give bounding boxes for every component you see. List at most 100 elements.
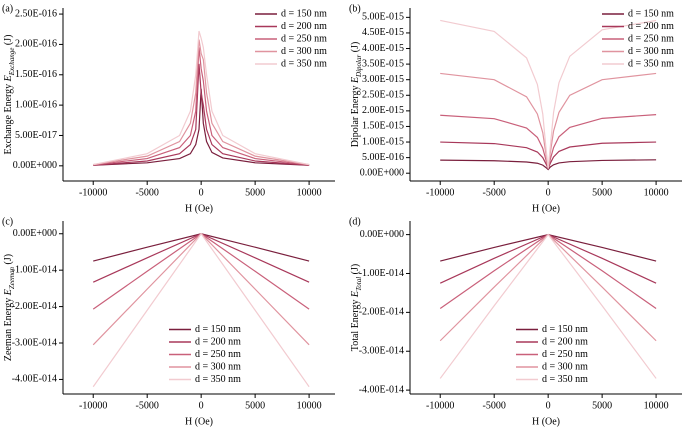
- series-line: [93, 233, 310, 262]
- y-axis-title-sub: Dipolar: [355, 54, 363, 77]
- legend-label: d = 250 nm: [195, 349, 241, 360]
- y-tick-label: 2.50E-015: [362, 90, 404, 101]
- series-line: [440, 233, 657, 262]
- y-tick-label: -1.00E-014: [12, 264, 57, 275]
- y-tick-label: 0.00E+000: [360, 168, 404, 179]
- legend-label: d = 250 nm: [281, 33, 327, 44]
- legend-label: d = 200 nm: [542, 336, 588, 347]
- y-tick-label: 0.00E+000: [360, 229, 404, 240]
- x-tick-label: 10000: [297, 187, 322, 198]
- series-line: [439, 233, 657, 284]
- y-tick-label: 0.00E+000: [13, 160, 57, 171]
- x-tick-label: -10000: [426, 187, 454, 198]
- series-line: [93, 30, 310, 166]
- panel: (c)0.00E+000 -1.00E-014 -2.00E-014 -3.00E-0…: [2, 216, 335, 427]
- y-axis-title-sub: Zeeman: [8, 266, 16, 289]
- panel-label: (b): [349, 3, 361, 14]
- legend-label: d = 200 nm: [628, 21, 674, 32]
- panel-label: (d): [349, 216, 361, 227]
- y-axis-title-text: Zeeman Energy: [3, 295, 14, 361]
- y-tick-label: -2.00E-014: [12, 301, 57, 312]
- y-axis-title-symbol: E: [350, 77, 361, 84]
- y-tick-label: 2.50E-016: [15, 8, 57, 19]
- y-axis-title-unit: (J): [350, 264, 361, 277]
- panel: (a) 0.00E+000 5.00E-017 1.00E-016 1.50E-016 2…: [2, 3, 335, 214]
- series-line: [439, 233, 657, 309]
- x-tick-label: 5000: [592, 187, 612, 198]
- y-axis-title-unit: (J): [350, 42, 361, 55]
- x-axis-title: H (Oe): [532, 416, 560, 427]
- legend-label: d = 350 nm: [195, 374, 241, 385]
- legend-label: d = 200 nm: [281, 21, 327, 32]
- y-tick-label: 5.00E-016: [362, 152, 404, 163]
- y-axis-title: Total Energy ETotal (J): [350, 264, 362, 351]
- y-axis-title: Zeeman Energy EZeeman (J): [3, 254, 15, 361]
- panel-label: (a): [2, 3, 13, 14]
- series-line: [93, 63, 310, 166]
- legend-label: d = 350 nm: [281, 58, 327, 69]
- legend-label: d = 300 nm: [542, 361, 588, 372]
- legend-label: d = 300 nm: [281, 46, 327, 57]
- y-tick-label: -3.00E-014: [12, 337, 57, 348]
- y-axis-title-symbol: E: [3, 75, 14, 82]
- y-tick-label: 4.00E-015: [362, 43, 404, 54]
- y-tick-label: 2.00E-016: [15, 39, 57, 50]
- y-tick-label: -4.00E-014: [12, 374, 57, 385]
- y-tick-label: -2.00E-014: [359, 307, 404, 318]
- x-tick-label: 10000: [644, 400, 669, 411]
- legend-label: d = 150 nm: [542, 324, 588, 335]
- y-axis-title-sub: Exchange: [8, 48, 16, 77]
- legend-label: d = 350 nm: [542, 374, 588, 385]
- y-tick-label: -3.00E-014: [359, 346, 404, 357]
- y-tick-label: 3.50E-015: [362, 58, 404, 69]
- x-axis-title: H (Oe): [185, 416, 213, 427]
- x-tick-label: 0: [546, 400, 551, 411]
- x-tick-label: 10000: [297, 400, 322, 411]
- x-tick-label: -5000: [483, 400, 506, 411]
- series-line: [93, 39, 310, 166]
- x-tick-label: -5000: [483, 187, 506, 198]
- series-line: [440, 19, 657, 169]
- y-axis-title-text: Exchange Energy: [3, 81, 14, 154]
- y-tick-label: 1.00E-015: [362, 136, 404, 147]
- legend-label: d = 350 nm: [628, 58, 674, 69]
- legend-label: d = 150 nm: [195, 324, 241, 335]
- legend-label: d = 200 nm: [195, 336, 241, 347]
- y-tick-label: 4.50E-015: [362, 27, 404, 38]
- x-axis-title: H (Oe): [532, 203, 560, 214]
- x-tick-label: -10000: [79, 187, 107, 198]
- y-tick-label: 5.00E-017: [15, 130, 57, 141]
- series-line: [440, 72, 657, 169]
- y-axis-title-text: Dipolar Energy: [350, 83, 361, 147]
- x-tick-label: 10000: [644, 187, 669, 198]
- y-tick-label: 1.50E-015: [362, 121, 404, 132]
- series-line: [439, 233, 657, 379]
- legend-label: d = 250 nm: [542, 349, 588, 360]
- x-tick-label: -10000: [79, 400, 107, 411]
- legend-label: d = 150 nm: [281, 8, 327, 19]
- series-line: [92, 232, 310, 388]
- y-axis-title-sub: Total: [355, 277, 363, 291]
- series-line: [93, 47, 310, 166]
- series-line: [92, 233, 310, 310]
- legend-label: d = 150 nm: [628, 8, 674, 19]
- x-tick-label: 0: [199, 400, 204, 411]
- y-tick-label: 1.00E-016: [15, 99, 57, 110]
- y-axis-title-unit: (J): [3, 35, 14, 48]
- series-line: [92, 233, 310, 283]
- series-line: [93, 88, 310, 166]
- x-tick-label: -5000: [136, 400, 159, 411]
- x-tick-label: -5000: [136, 187, 159, 198]
- x-tick-label: 5000: [592, 400, 612, 411]
- y-tick-label: -4.00E-014: [359, 384, 404, 395]
- panel: (d) 0.00E+000 -1.00E-014 -2.00E-014 -3.00E-0…: [349, 216, 682, 427]
- y-axis-title-symbol: E: [350, 291, 361, 298]
- x-tick-label: -10000: [426, 400, 454, 411]
- legend-label: d = 300 nm: [628, 46, 674, 57]
- legend-label: d = 250 nm: [628, 33, 674, 44]
- y-tick-label: 3.00E-015: [362, 74, 404, 85]
- y-tick-label: 1.50E-016: [15, 69, 57, 80]
- y-tick-label: 0.00E+000: [13, 228, 57, 239]
- x-tick-label: 5000: [245, 187, 265, 198]
